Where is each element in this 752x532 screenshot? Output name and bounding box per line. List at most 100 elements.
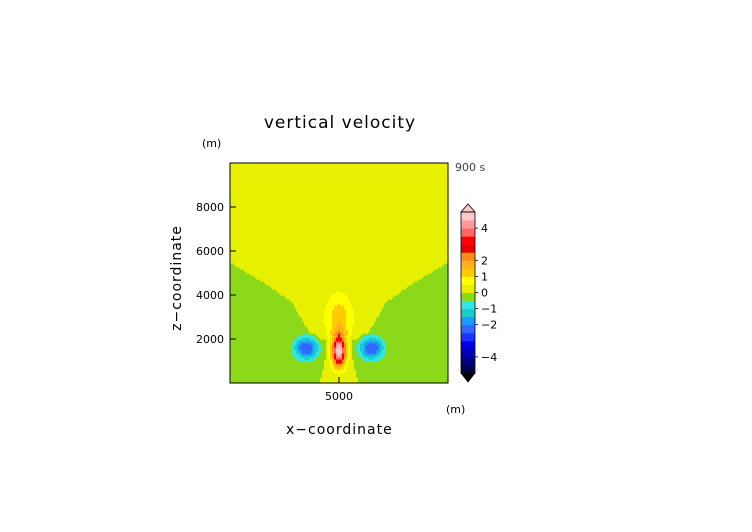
- field-cell: [296, 353, 299, 356]
- field-cell: [232, 167, 235, 170]
- field-cell: [310, 209, 313, 212]
- field-cell: [312, 271, 315, 274]
- field-cell: [230, 297, 233, 300]
- field-cell: [302, 371, 305, 374]
- field-cell: [294, 191, 297, 194]
- field-cell: [240, 297, 243, 300]
- field-cell: [236, 347, 239, 350]
- field-cell: [272, 203, 275, 206]
- field-cell: [242, 329, 245, 332]
- field-cell: [272, 309, 275, 312]
- field-cell: [288, 219, 291, 222]
- field-cell: [256, 183, 259, 186]
- field-cell: [296, 195, 299, 198]
- field-cell: [302, 191, 305, 194]
- field-cell: [316, 211, 319, 214]
- field-cell: [292, 239, 295, 242]
- field-cell: [280, 323, 283, 326]
- field-cell: [300, 225, 303, 228]
- field-cell: [304, 261, 307, 264]
- field-cell: [266, 243, 269, 246]
- field-cell: [250, 209, 253, 212]
- field-cell: [240, 233, 243, 236]
- field-cell: [318, 295, 321, 298]
- field-cell: [254, 287, 257, 290]
- field-cell: [250, 229, 253, 232]
- field-cell: [306, 341, 309, 344]
- field-cell: [288, 287, 291, 290]
- field-cell: [244, 243, 247, 246]
- field-cell: [236, 357, 239, 360]
- field-cell: [264, 209, 267, 212]
- field-cell: [250, 371, 253, 374]
- field-cell: [296, 323, 299, 326]
- field-cell: [254, 285, 257, 288]
- field-cell: [286, 165, 289, 168]
- field-cell: [308, 307, 311, 310]
- field-cell: [316, 187, 319, 190]
- field-cell: [262, 295, 265, 298]
- field-cell: [268, 355, 271, 358]
- field-cell: [300, 199, 303, 202]
- field-cell: [276, 185, 279, 188]
- field-cell: [286, 349, 289, 352]
- field-cell: [282, 215, 285, 218]
- field-cell: [300, 353, 303, 356]
- field-cell: [296, 275, 299, 278]
- field-cell: [288, 291, 291, 294]
- field-cell: [266, 217, 269, 220]
- field-cell: [316, 171, 319, 174]
- field-cell: [308, 205, 311, 208]
- field-cell: [274, 283, 277, 286]
- field-cell: [318, 325, 321, 328]
- field-cell: [286, 259, 289, 262]
- field-cell: [280, 229, 283, 232]
- field-cell: [306, 325, 309, 328]
- field-cell: [286, 275, 289, 278]
- field-cell: [262, 241, 265, 244]
- field-cell: [260, 323, 263, 326]
- field-cell: [282, 367, 285, 370]
- field-cell: [250, 377, 253, 380]
- field-cell: [242, 271, 245, 274]
- field-cell: [310, 369, 313, 372]
- field-cell: [256, 321, 259, 324]
- field-cell: [258, 299, 261, 302]
- field-cell: [248, 335, 251, 338]
- field-cell: [260, 165, 263, 168]
- field-cell: [300, 241, 303, 244]
- field-cell: [288, 273, 291, 276]
- field-cell: [266, 375, 269, 378]
- field-cell: [300, 335, 303, 338]
- field-cell: [244, 319, 247, 322]
- field-cell: [282, 353, 285, 356]
- field-cell: [310, 211, 313, 214]
- field-cell: [306, 329, 309, 332]
- field-cell: [276, 377, 279, 380]
- field-cell: [230, 281, 233, 284]
- field-cell: [244, 323, 247, 326]
- field-cell: [302, 323, 305, 326]
- field-cell: [280, 345, 283, 348]
- field-cell: [302, 379, 305, 382]
- field-cell: [306, 287, 309, 290]
- field-cell: [310, 263, 313, 266]
- field-cell: [314, 299, 317, 302]
- field-cell: [284, 327, 287, 330]
- field-cell: [312, 241, 315, 244]
- field-cell: [266, 321, 269, 324]
- field-cell: [240, 279, 243, 282]
- field-cell: [270, 189, 273, 192]
- field-cell: [284, 181, 287, 184]
- field-cell: [266, 237, 269, 240]
- field-cell: [302, 267, 305, 270]
- field-cell: [264, 185, 267, 188]
- field-cell: [318, 303, 321, 306]
- field-cell: [280, 355, 283, 358]
- field-cell: [292, 197, 295, 200]
- field-cell: [292, 369, 295, 372]
- field-cell: [236, 219, 239, 222]
- field-cell: [242, 235, 245, 238]
- field-cell: [256, 309, 259, 312]
- field-cell: [314, 309, 317, 312]
